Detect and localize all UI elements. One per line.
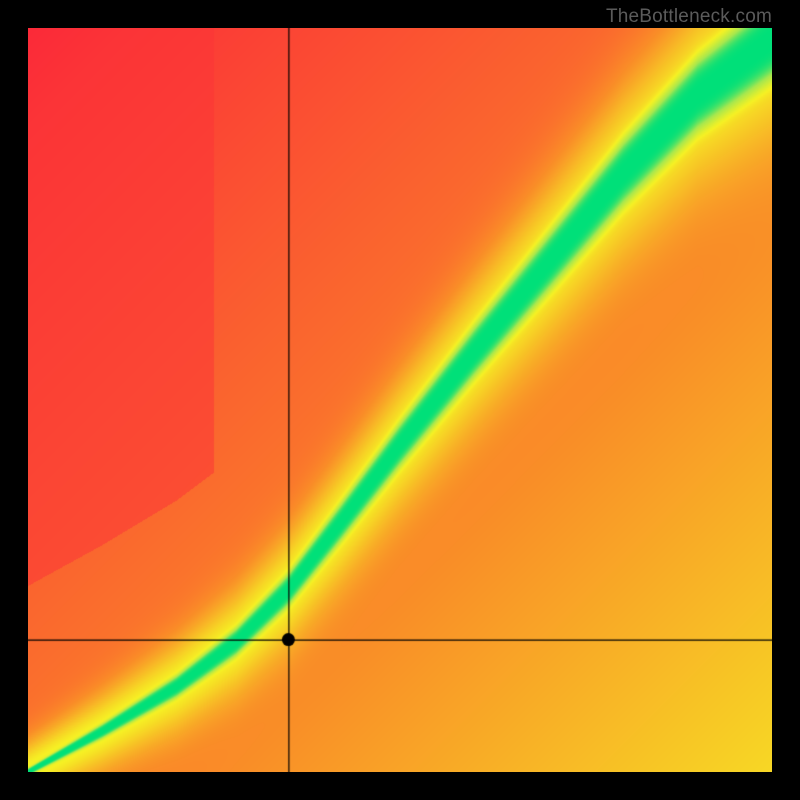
chart-container: TheBottleneck.com	[0, 0, 800, 800]
heatmap-canvas	[28, 28, 772, 772]
watermark-text: TheBottleneck.com	[606, 6, 772, 28]
